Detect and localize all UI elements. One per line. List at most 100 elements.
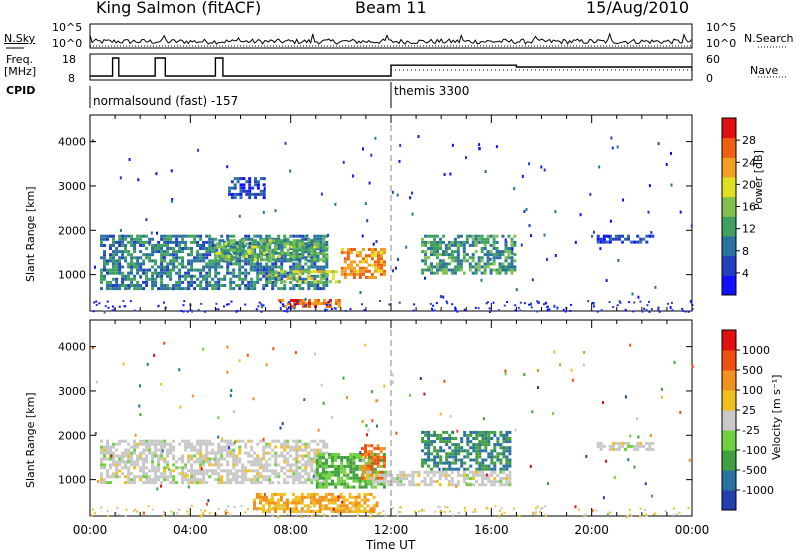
velocity-scatter-point: [160, 484, 162, 488]
power-pixel: [456, 265, 460, 269]
velocity-pixel: [346, 476, 350, 480]
velocity-pixel: [148, 469, 152, 473]
power-pixel: [596, 234, 600, 238]
velocity-pixel: [414, 483, 418, 487]
velocity-pixel: [502, 440, 506, 444]
velocity-pixel: [306, 504, 310, 508]
velocity-pixel: [205, 469, 209, 473]
velocity-pixel: [596, 441, 600, 445]
velocity-pixel: [283, 481, 287, 485]
velocity-pixel: [439, 461, 443, 465]
velocity-scatter-point: [226, 345, 229, 349]
power-pixel: [268, 268, 272, 272]
power-pixel: [214, 280, 218, 284]
power-pixel: [248, 248, 252, 252]
velocity-pixel: [106, 442, 109, 446]
velocity-pixel: [360, 467, 364, 471]
power-pixel: [238, 268, 242, 272]
power-pixel: [265, 284, 269, 287]
velocity-pixel: [376, 447, 380, 451]
power-pixel: [233, 183, 237, 187]
velocity-pixel: [127, 442, 131, 446]
velocity-pixel: [306, 492, 310, 496]
velocity-pixel: [361, 479, 365, 483]
velocity-pixel: [421, 464, 425, 468]
power-pixel: [337, 304, 341, 308]
power-pixel: [498, 265, 502, 269]
power-ground-point: [164, 306, 167, 309]
power-ytick-label: 1000: [58, 269, 86, 282]
power-scatter-point: [366, 219, 369, 223]
power-pixel: [424, 240, 428, 244]
power-pixel: [280, 248, 284, 252]
power-pixel: [112, 234, 115, 238]
power-pixel: [121, 277, 125, 281]
power-ground-point: [182, 304, 185, 307]
power-pixel: [304, 242, 308, 246]
velocity-pixel: [217, 448, 221, 452]
power-pixel: [248, 186, 252, 190]
power-pixel: [286, 239, 290, 243]
power-pixel: [295, 284, 299, 287]
power-pixel: [218, 251, 222, 255]
power-pixel: [224, 245, 228, 249]
velocity-pixel: [645, 447, 649, 451]
velocity-pixel: [351, 504, 355, 508]
power-pixel: [163, 271, 167, 275]
power-pixel: [238, 277, 242, 281]
velocity-ground-point: [498, 515, 500, 518]
velocity-pixel: [490, 470, 494, 474]
velocity-pixel: [154, 448, 158, 452]
velocity-pixel: [256, 481, 260, 485]
power-colorbar-swatch: [722, 118, 736, 139]
power-pixel: [302, 299, 305, 302]
velocity-scatter-point: [391, 373, 394, 377]
power-pixel: [507, 256, 511, 260]
power-pixel: [218, 245, 222, 249]
velocity-colorbar-swatch: [722, 390, 736, 411]
velocity-pixel: [313, 472, 317, 476]
velocity-pixel: [478, 443, 482, 447]
velocity-pixel: [109, 481, 112, 485]
velocity-ground-point: [190, 505, 193, 508]
velocity-pixel: [166, 460, 170, 464]
power-pixel: [325, 262, 329, 266]
velocity-pixel: [187, 460, 191, 464]
velocity-pixel: [169, 442, 173, 446]
power-pixel: [121, 253, 125, 257]
velocity-pixel: [100, 481, 103, 485]
power-scatter-point: [589, 192, 592, 196]
power-pixel: [127, 253, 131, 257]
power-pixel: [627, 234, 630, 238]
power-pixel: [233, 186, 237, 190]
power-pixel: [145, 234, 149, 238]
velocity-ground-point: [423, 509, 426, 512]
velocity-pixel: [148, 445, 152, 449]
power-pixel: [239, 248, 243, 252]
velocity-pixel: [322, 442, 326, 446]
power-pixel: [190, 274, 194, 278]
power-pixel: [480, 250, 484, 254]
velocity-pixel: [451, 452, 455, 456]
velocity-pixel: [324, 485, 328, 489]
velocity-pixel: [322, 445, 326, 449]
velocity-pixel: [367, 467, 371, 471]
power-pixel: [639, 240, 643, 244]
power-pixel: [331, 273, 335, 277]
power-pixel: [148, 253, 152, 257]
power-ground-point: [180, 309, 183, 312]
velocity-pixel: [481, 443, 485, 447]
power-ground-point: [591, 301, 594, 304]
velocity-pixel: [466, 455, 470, 459]
velocity-pixel: [315, 473, 319, 477]
power-pixel: [307, 276, 311, 280]
power-pixel: [130, 280, 134, 284]
power-colorbar-tick-label: 16: [742, 201, 756, 214]
velocity-pixel: [172, 463, 176, 467]
velocity-pixel: [118, 454, 122, 458]
velocity-pixel: [247, 451, 251, 455]
power-pixel: [208, 259, 212, 263]
velocity-pixel: [309, 510, 313, 513]
velocity-pixel: [100, 463, 103, 467]
power-pixel: [450, 268, 454, 272]
